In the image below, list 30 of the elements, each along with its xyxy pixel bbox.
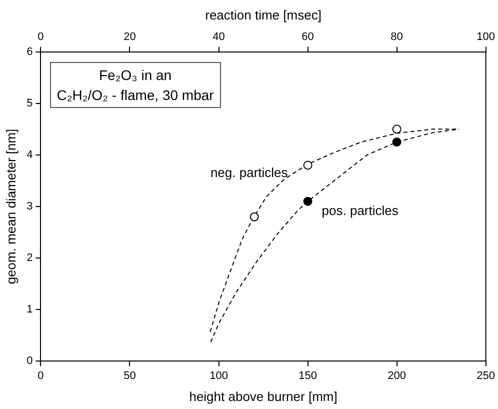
point xyxy=(303,196,312,206)
y-tick-label: 0 xyxy=(26,355,33,368)
point xyxy=(392,124,402,134)
y-tick-label: 3 xyxy=(26,200,33,213)
x-tick-label: 100 xyxy=(210,370,228,382)
x2-tick-label: 0 xyxy=(38,31,44,44)
point xyxy=(250,212,259,222)
x2-axis-title: reaction time [msec] xyxy=(205,7,322,22)
y-tick-label: 6 xyxy=(26,46,33,58)
y-tick-label: 4 xyxy=(26,148,33,161)
point xyxy=(392,138,402,147)
annotation: Fe₂O₃ in an C₂H₂/O₂ - flame, 30 mbar xyxy=(50,62,221,108)
x-axis-title: height above burner [mm] xyxy=(189,388,338,404)
x-tick-label: 150 xyxy=(298,370,317,382)
series-label: pos. particles xyxy=(322,202,399,218)
x2-tick-label: 20 xyxy=(124,31,136,44)
series-label: neg. particles xyxy=(210,164,288,180)
x2-tick-label: 100 xyxy=(476,31,496,44)
x2-tick-label: 40 xyxy=(212,31,225,44)
x-tick-label: 250 xyxy=(476,370,496,382)
x-tick-label: 200 xyxy=(388,370,406,382)
y-tick-label: 1 xyxy=(26,304,33,316)
x2-tick-label: 80 xyxy=(390,31,403,44)
y-tick-label: 2 xyxy=(26,252,33,264)
y-tick-label: 5 xyxy=(26,97,33,110)
x-tick-label: 0 xyxy=(38,370,44,382)
x2-tick-label: 60 xyxy=(302,31,314,44)
x-tick-label: 50 xyxy=(124,370,136,382)
y-axis-title: geom. mean diameter [nm] xyxy=(3,128,18,284)
point xyxy=(303,160,312,170)
